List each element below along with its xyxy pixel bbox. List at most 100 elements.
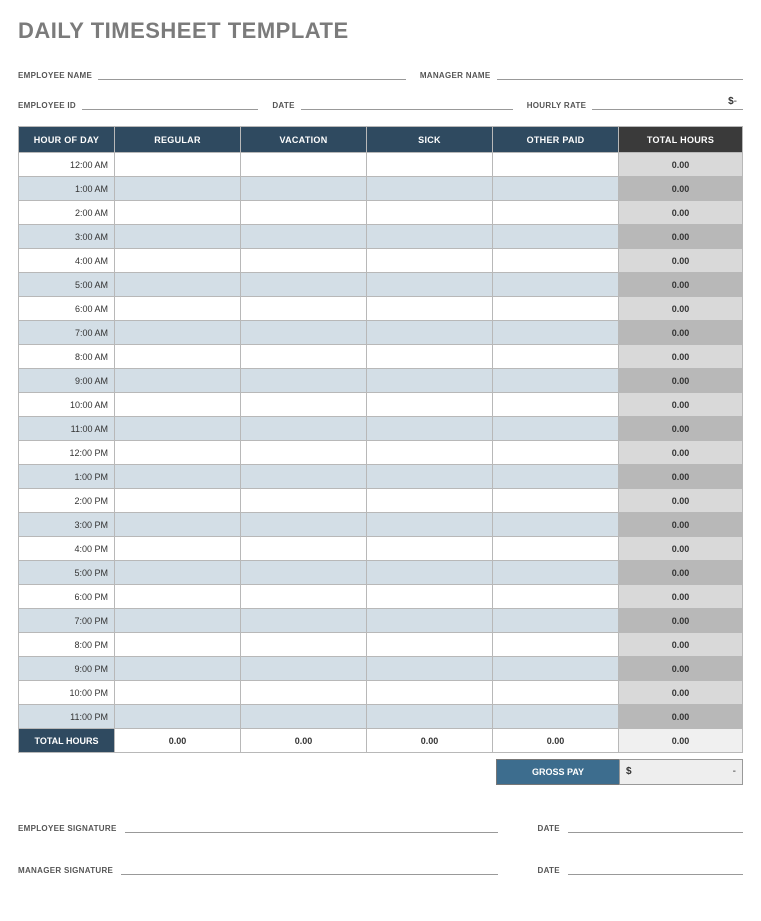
other-cell[interactable]	[493, 201, 619, 225]
regular-cell[interactable]	[115, 561, 241, 585]
vacation-cell[interactable]	[241, 417, 367, 441]
other-cell[interactable]	[493, 249, 619, 273]
vacation-cell[interactable]	[241, 153, 367, 177]
sick-cell[interactable]	[367, 657, 493, 681]
regular-cell[interactable]	[115, 393, 241, 417]
sick-cell[interactable]	[367, 513, 493, 537]
other-cell[interactable]	[493, 465, 619, 489]
hourly-rate-input[interactable]	[592, 96, 743, 110]
sick-cell[interactable]	[367, 153, 493, 177]
other-cell[interactable]	[493, 561, 619, 585]
other-cell[interactable]	[493, 441, 619, 465]
sick-cell[interactable]	[367, 393, 493, 417]
vacation-cell[interactable]	[241, 177, 367, 201]
vacation-cell[interactable]	[241, 201, 367, 225]
sick-cell[interactable]	[367, 609, 493, 633]
regular-cell[interactable]	[115, 273, 241, 297]
vacation-cell[interactable]	[241, 633, 367, 657]
employee-signature-line[interactable]	[125, 819, 498, 833]
sick-cell[interactable]	[367, 705, 493, 729]
sick-cell[interactable]	[367, 225, 493, 249]
vacation-cell[interactable]	[241, 585, 367, 609]
sick-cell[interactable]	[367, 681, 493, 705]
regular-cell[interactable]	[115, 369, 241, 393]
vacation-cell[interactable]	[241, 681, 367, 705]
vacation-cell[interactable]	[241, 609, 367, 633]
regular-cell[interactable]	[115, 321, 241, 345]
other-cell[interactable]	[493, 225, 619, 249]
vacation-cell[interactable]	[241, 561, 367, 585]
other-cell[interactable]	[493, 417, 619, 441]
other-cell[interactable]	[493, 633, 619, 657]
other-cell[interactable]	[493, 153, 619, 177]
regular-cell[interactable]	[115, 705, 241, 729]
regular-cell[interactable]	[115, 297, 241, 321]
regular-cell[interactable]	[115, 609, 241, 633]
employee-id-input[interactable]	[82, 96, 258, 110]
regular-cell[interactable]	[115, 177, 241, 201]
sick-cell[interactable]	[367, 561, 493, 585]
regular-cell[interactable]	[115, 153, 241, 177]
regular-cell[interactable]	[115, 345, 241, 369]
other-cell[interactable]	[493, 513, 619, 537]
other-cell[interactable]	[493, 393, 619, 417]
regular-cell[interactable]	[115, 633, 241, 657]
regular-cell[interactable]	[115, 225, 241, 249]
vacation-cell[interactable]	[241, 225, 367, 249]
sick-cell[interactable]	[367, 177, 493, 201]
vacation-cell[interactable]	[241, 657, 367, 681]
other-cell[interactable]	[493, 705, 619, 729]
other-cell[interactable]	[493, 681, 619, 705]
vacation-cell[interactable]	[241, 345, 367, 369]
regular-cell[interactable]	[115, 489, 241, 513]
vacation-cell[interactable]	[241, 537, 367, 561]
other-cell[interactable]	[493, 537, 619, 561]
vacation-cell[interactable]	[241, 393, 367, 417]
sick-cell[interactable]	[367, 369, 493, 393]
other-cell[interactable]	[493, 177, 619, 201]
sick-cell[interactable]	[367, 537, 493, 561]
other-cell[interactable]	[493, 657, 619, 681]
sick-cell[interactable]	[367, 489, 493, 513]
other-cell[interactable]	[493, 585, 619, 609]
other-cell[interactable]	[493, 609, 619, 633]
regular-cell[interactable]	[115, 681, 241, 705]
regular-cell[interactable]	[115, 249, 241, 273]
sick-cell[interactable]	[367, 417, 493, 441]
sick-cell[interactable]	[367, 441, 493, 465]
regular-cell[interactable]	[115, 201, 241, 225]
vacation-cell[interactable]	[241, 705, 367, 729]
regular-cell[interactable]	[115, 585, 241, 609]
employee-sig-date-line[interactable]	[568, 819, 743, 833]
vacation-cell[interactable]	[241, 249, 367, 273]
sick-cell[interactable]	[367, 249, 493, 273]
sick-cell[interactable]	[367, 585, 493, 609]
regular-cell[interactable]	[115, 537, 241, 561]
regular-cell[interactable]	[115, 657, 241, 681]
regular-cell[interactable]	[115, 513, 241, 537]
sick-cell[interactable]	[367, 273, 493, 297]
sick-cell[interactable]	[367, 465, 493, 489]
regular-cell[interactable]	[115, 417, 241, 441]
vacation-cell[interactable]	[241, 297, 367, 321]
sick-cell[interactable]	[367, 297, 493, 321]
other-cell[interactable]	[493, 297, 619, 321]
manager-sig-date-line[interactable]	[568, 861, 743, 875]
employee-name-input[interactable]	[98, 66, 406, 80]
other-cell[interactable]	[493, 345, 619, 369]
other-cell[interactable]	[493, 321, 619, 345]
vacation-cell[interactable]	[241, 489, 367, 513]
vacation-cell[interactable]	[241, 513, 367, 537]
sick-cell[interactable]	[367, 633, 493, 657]
vacation-cell[interactable]	[241, 465, 367, 489]
vacation-cell[interactable]	[241, 273, 367, 297]
other-cell[interactable]	[493, 369, 619, 393]
regular-cell[interactable]	[115, 441, 241, 465]
manager-signature-line[interactable]	[121, 861, 497, 875]
sick-cell[interactable]	[367, 345, 493, 369]
date-input[interactable]	[301, 96, 513, 110]
vacation-cell[interactable]	[241, 321, 367, 345]
other-cell[interactable]	[493, 273, 619, 297]
vacation-cell[interactable]	[241, 369, 367, 393]
other-cell[interactable]	[493, 489, 619, 513]
